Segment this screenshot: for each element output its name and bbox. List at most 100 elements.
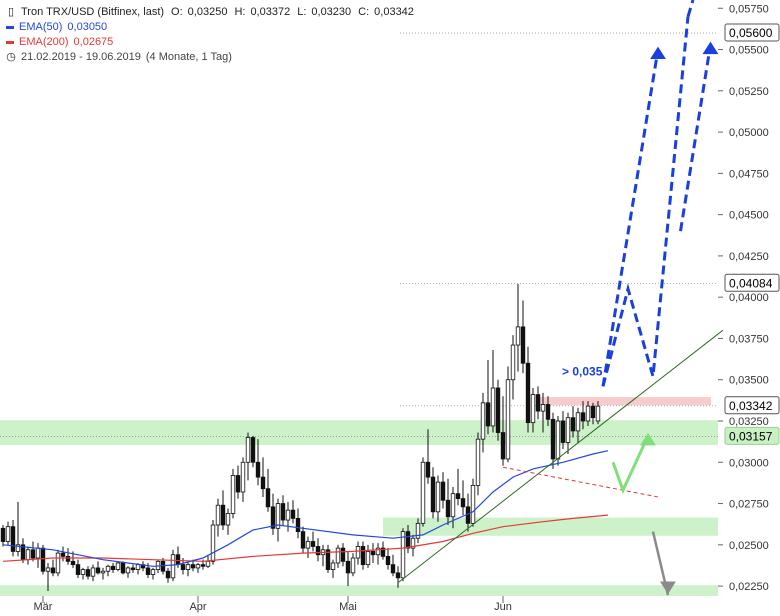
candle-body (175, 554, 181, 566)
candle-body (410, 537, 416, 549)
candle-body (55, 552, 61, 574)
ema50-row[interactable]: EMA(50) 0,03050 (6, 20, 414, 35)
candle-body (25, 549, 31, 561)
candle-body (65, 555, 71, 562)
ohlc-low-label: L: (297, 6, 307, 18)
candle-body (530, 394, 536, 424)
candle-body (360, 546, 366, 566)
y-tick-label: 0,05500 (729, 45, 769, 57)
candle-body (0, 527, 6, 542)
candle-body (570, 417, 576, 432)
candle-body (385, 555, 391, 566)
ohlc-high-label: H: (234, 6, 246, 18)
candle-body (405, 531, 411, 549)
x-tick-label: Mär (34, 601, 53, 613)
candle-body (545, 404, 551, 420)
candle-body (450, 493, 456, 518)
candle-body (145, 567, 151, 575)
candle-body (455, 493, 461, 499)
candle-body (480, 402, 486, 440)
candle-body (295, 518, 301, 533)
candle-body (535, 394, 541, 412)
candles-icon[interactable]: ▯ (7, 6, 15, 18)
blue-arrowhead-left (650, 46, 666, 60)
y-tick-label: 0,05750 (729, 3, 769, 15)
ema200-value: 0,02675 (73, 36, 114, 48)
price-tag-label: 0,05600 (729, 26, 773, 40)
candle-body (260, 476, 266, 490)
y-tick-label: 0,02750 (729, 499, 769, 511)
y-tick-label: 0,04750 (729, 168, 769, 180)
candle-body (50, 567, 56, 574)
y-tick-label: 0,04000 (729, 292, 769, 304)
y-tick-label: 0,05000 (729, 127, 769, 139)
candle-body (565, 417, 571, 443)
green-arrowhead (640, 432, 656, 446)
candle-body (595, 405, 601, 422)
ema200-row[interactable]: EMA(200) 0,02675 (6, 35, 414, 50)
candle-body (335, 547, 341, 564)
candle-body (365, 551, 371, 566)
candle-body (95, 567, 101, 574)
candle-body (15, 544, 21, 552)
price-tag-label: 0,03342 (729, 399, 773, 413)
candle-body (420, 461, 426, 524)
candle-body (150, 569, 156, 575)
candle-body (440, 481, 446, 501)
candle-body (590, 405, 596, 419)
candle-body (30, 549, 36, 559)
instrument-title: Tron TRX/USD (Bitfinex, last) (21, 6, 165, 18)
candle-body (270, 506, 276, 529)
ema200-line (2, 514, 609, 562)
ema50-swatch (6, 26, 14, 29)
candle-body (225, 513, 231, 526)
candle-body (220, 504, 226, 526)
zone-resistance-0.0325 (0, 420, 718, 445)
y-tick-label: 0,03000 (729, 457, 769, 469)
candle-body (200, 564, 206, 567)
candle-body (555, 420, 561, 460)
candle-body (255, 461, 261, 478)
candle-body (75, 564, 81, 575)
candle-body (250, 437, 256, 463)
candle-body (100, 570, 106, 574)
period: (4 Monate, 1 Tag) (145, 51, 232, 63)
candle-body (580, 412, 586, 422)
blue-scenario-right (679, 44, 712, 232)
instrument-row: ▯ Tron TRX/USD (Bitfinex, last) O: 0,0325… (6, 5, 414, 20)
candle-body (485, 402, 491, 427)
candle-body (435, 481, 441, 513)
ohlc-close: 0,03342 (374, 6, 414, 18)
y-tick-label: 0,04500 (729, 210, 769, 222)
price-tag (724, 23, 780, 42)
candle-body (400, 531, 406, 579)
candle-body (460, 498, 466, 508)
candle-body (445, 499, 451, 518)
candle-body (165, 570, 171, 579)
candle-body (240, 461, 246, 493)
candle-body (35, 547, 41, 559)
candle-body (115, 562, 121, 570)
dashed-support-line (502, 466, 659, 498)
ema50-value: 0,03050 (67, 21, 108, 33)
ema50-line (2, 450, 609, 567)
candle-body (495, 387, 501, 433)
candle-body (80, 569, 86, 575)
candle-body (190, 564, 196, 569)
y-tick-label: 0,05250 (729, 86, 769, 98)
blue-scenario-right-tail (686, 0, 695, 17)
candle-body (515, 326, 521, 346)
ohlc-low: 0,03230 (311, 6, 352, 18)
candle-body (290, 509, 296, 519)
candle-body (120, 562, 126, 574)
candle-body (575, 412, 581, 432)
candle-body (135, 564, 141, 570)
candle-body (525, 362, 531, 424)
candle-body (185, 564, 191, 570)
candle-body (395, 572, 401, 579)
y-tick-label: 0,03250 (729, 416, 769, 428)
y-tick-label: 0,04250 (729, 251, 769, 263)
x-tick-label: Apr (189, 601, 206, 613)
candle-body (505, 379, 511, 460)
